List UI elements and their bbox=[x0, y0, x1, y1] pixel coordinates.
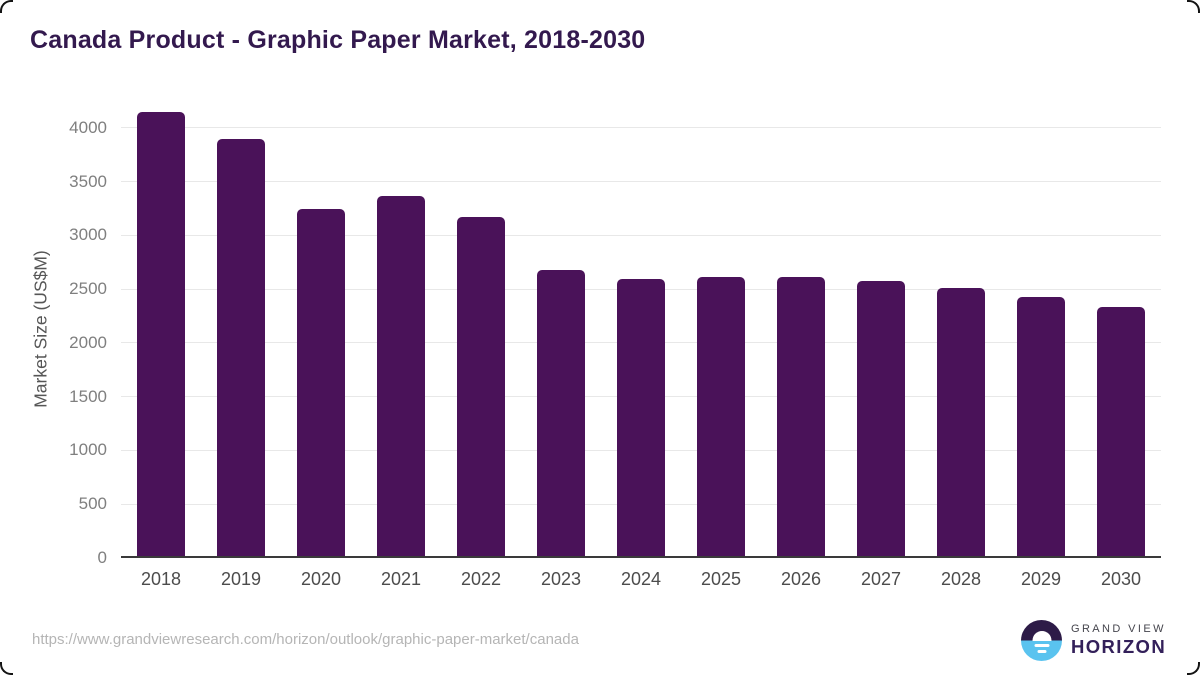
bar-2028 bbox=[937, 288, 985, 558]
gridline bbox=[121, 234, 1161, 236]
y-tick-label: 3500 bbox=[69, 171, 107, 191]
corner-decoration bbox=[0, 662, 13, 675]
x-tick-label: 2021 bbox=[380, 569, 422, 589]
bar-2024 bbox=[617, 279, 665, 558]
x-tick-label: 2018 bbox=[140, 569, 182, 589]
corner-decoration bbox=[1187, 662, 1200, 675]
bar-2025 bbox=[697, 277, 745, 558]
x-tick-label: 2024 bbox=[620, 569, 662, 589]
gridline bbox=[121, 127, 1161, 129]
x-tick-label: 2019 bbox=[220, 569, 262, 589]
y-tick-label: 1500 bbox=[69, 386, 107, 406]
gridline bbox=[121, 181, 1161, 183]
x-tick-label: 2030 bbox=[1100, 569, 1142, 589]
bar-2029 bbox=[1017, 296, 1065, 558]
bar-2018 bbox=[137, 111, 185, 558]
x-tick-label: 2026 bbox=[780, 569, 822, 589]
x-tick-label: 2025 bbox=[700, 569, 742, 589]
grand-view-horizon-logo: GRAND VIEW HORIZON bbox=[1021, 620, 1166, 661]
y-tick-label: 2500 bbox=[69, 279, 107, 299]
x-tick-label: 2029 bbox=[1020, 569, 1062, 589]
bar-2022 bbox=[457, 217, 505, 558]
y-tick-label: 2000 bbox=[69, 332, 107, 352]
horizon-sun-icon bbox=[1021, 620, 1062, 661]
x-tick-label: 2027 bbox=[860, 569, 902, 589]
chart-title: Canada Product - Graphic Paper Market, 2… bbox=[30, 26, 646, 54]
bar-2026 bbox=[777, 276, 825, 558]
x-axis-line bbox=[121, 556, 1161, 558]
x-tick-label: 2020 bbox=[300, 569, 342, 589]
y-tick-label: 1000 bbox=[69, 440, 107, 460]
bar-2030 bbox=[1097, 306, 1145, 558]
logo-horizon-text: HORIZON bbox=[1071, 636, 1167, 657]
bar-2027 bbox=[857, 281, 905, 558]
y-tick-label: 3000 bbox=[69, 225, 107, 245]
y-axis-title: Market Size (US$M) bbox=[30, 250, 51, 408]
x-tick-label: 2022 bbox=[460, 569, 502, 589]
bar-2019 bbox=[217, 138, 265, 558]
x-tick-label: 2028 bbox=[940, 569, 982, 589]
bar-2023 bbox=[537, 269, 585, 558]
y-tick-label: 0 bbox=[97, 548, 107, 567]
y-tick-label: 500 bbox=[78, 494, 107, 514]
x-tick-label: 2023 bbox=[540, 569, 582, 589]
corner-decoration bbox=[0, 0, 13, 13]
corner-decoration bbox=[1187, 0, 1200, 13]
logo-grand-view-text: GRAND VIEW bbox=[1071, 623, 1166, 635]
source-url: https://www.grandviewresearch.com/horizo… bbox=[32, 631, 579, 648]
y-tick-label: 4000 bbox=[69, 117, 107, 137]
bar-2020 bbox=[297, 208, 345, 558]
bar-2021 bbox=[377, 196, 425, 558]
